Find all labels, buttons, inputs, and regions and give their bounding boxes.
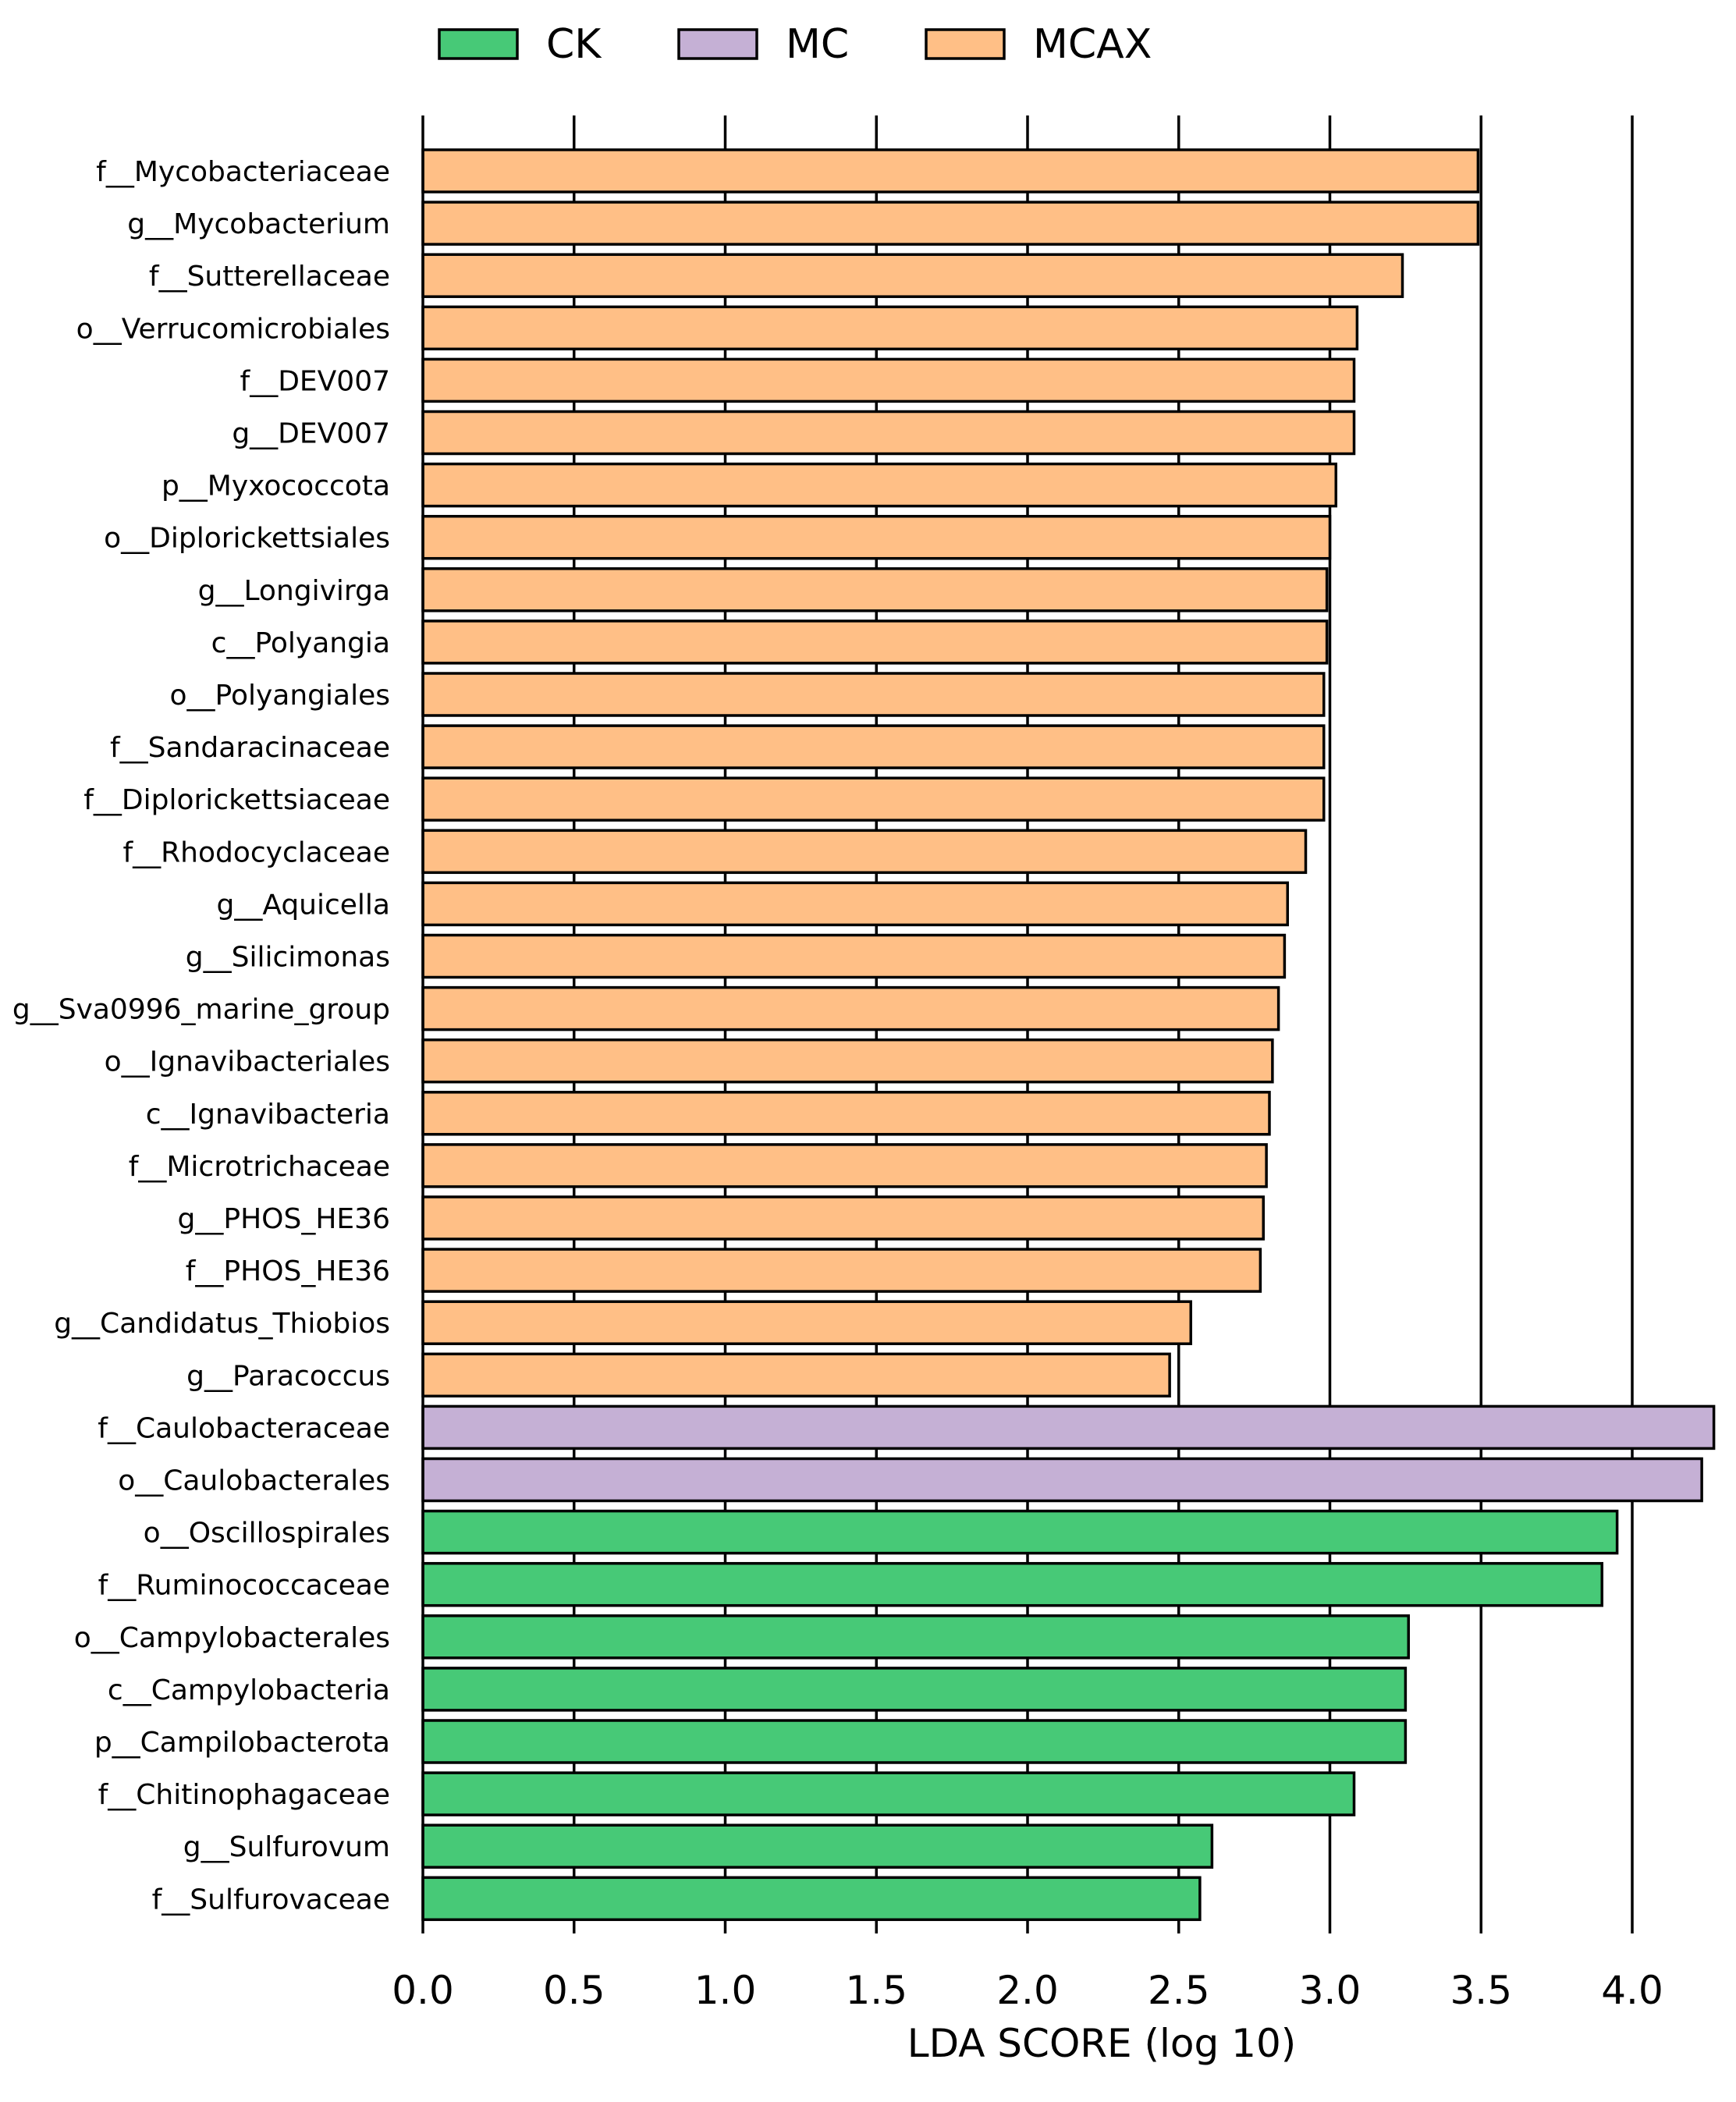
bar-f-microtrichaceae [421,1143,1268,1188]
legend-label-mc: MC [786,21,849,68]
category-label-g-paracoccus: g__Paracoccus [186,1360,390,1392]
category-label-p-campilobacterota: p__Campilobacterota [94,1727,390,1759]
category-label-f-microtrichaceae: f__Microtrichaceae [129,1151,390,1183]
category-label-f-ruminococcaceae: f__Ruminococcaceae [98,1570,390,1602]
bar-c-campylobacteria [421,1667,1408,1712]
category-label-o-verrucomicrobiales: o__Verrucomicrobiales [76,313,390,345]
x-axis-title: LDA SCORE (log 10) [907,2021,1297,2066]
category-label-g-phos-he36: g__PHOS_HE36 [178,1203,390,1235]
bar-f-phos-he36 [421,1248,1262,1293]
category-label-f-sutterellaceae: f__Sutterellaceae [149,261,390,293]
legend-label-mcax: MCAX [1033,21,1152,68]
legend-label-ck: CK [546,21,602,68]
bar-f-caulobacteraceae [421,1404,1716,1450]
bar-g-longivirga [421,567,1329,612]
x-ticks: 0.0 0.5 1.0 1.5 2.0 2.5 3.0 3.5 4.0 [392,1968,1663,2013]
bar-o-ignavibacteriales [421,1038,1274,1084]
x-tick-1-5: 1.5 [845,1968,907,2013]
x-tick-3-5: 3.5 [1450,1968,1512,2013]
category-label-g-mycobacterium: g__Mycobacterium [127,208,390,240]
category-label-g-dev007: g__DEV007 [232,418,390,450]
category-labels: f__Mycobacteriaceae g__Mycobacterium f__Su… [12,156,390,1916]
category-label-o-caulobacterales: o__Caulobacterales [118,1465,390,1497]
category-label-c-polyangia: c__Polyangia [211,627,390,659]
category-label-f-phos-he36: f__PHOS_HE36 [186,1255,390,1287]
category-label-f-rhodocyclaceae: f__Rhodocyclaceae [122,836,390,868]
bar-f-mycobacteriaceae [421,148,1480,194]
category-label-o-ignavibacteriales: o__Ignavibacteriales [105,1046,390,1078]
legend: CK MC MCAX [438,21,1152,68]
bar-g-silicimonas [421,933,1287,979]
bar-g-candidatus-thiobios [421,1300,1192,1345]
bar-o-caulobacterales [421,1457,1703,1503]
bar-f-ruminococcaceae [421,1561,1603,1607]
category-label-g-longivirga: g__Longivirga [198,575,390,607]
bar-g-sva0996-marine-group [421,985,1280,1031]
legend-swatch-ck [438,28,519,60]
bar-g-paracoccus [421,1352,1171,1398]
bar-o-polyangiales [421,672,1326,717]
bar-g-mycobacterium [421,201,1480,246]
category-label-f-sulfurovaceae: f__Sulfurovaceae [152,1884,390,1916]
bars [421,148,1716,1922]
bar-g-dev007 [421,410,1356,456]
bar-f-sulfurovaceae [421,1876,1202,1922]
bar-g-aquicella [421,881,1289,927]
category-label-o-diplorickettsiales: o__Diplorickettsiales [104,523,390,555]
x-tick-2-0: 2.0 [996,1968,1059,2013]
bar-f-chitinophagaceae [421,1771,1356,1816]
category-label-o-oscillospirales: o__Oscillospirales [144,1518,390,1550]
bar-f-diplorickettsiaceae [421,776,1326,822]
category-label-f-diplorickettsiaceae: f__Diplorickettsiaceae [83,784,390,816]
bar-p-myxococcota [421,462,1337,508]
bar-c-polyangia [421,620,1329,665]
bar-f-sutterellaceae [421,253,1404,298]
x-tick-2-5: 2.5 [1148,1968,1210,2013]
category-label-f-chitinophagaceae: f__Chitinophagaceae [98,1779,390,1811]
bar-g-phos-he36 [421,1195,1265,1241]
bar-o-diplorickettsiales [421,514,1332,560]
category-label-o-campylobacterales: o__Campylobacterales [74,1622,390,1654]
category-label-p-myxococcota: p__Myxococcota [162,470,390,502]
category-label-f-sandaracinaceae: f__Sandaracinaceae [110,732,390,764]
bar-f-sandaracinaceae [421,724,1326,769]
bar-p-campilobacterota [421,1719,1408,1764]
bar-c-ignavibacteria [421,1091,1271,1136]
bar-o-oscillospirales [421,1509,1619,1555]
x-tick-1-0: 1.0 [694,1968,757,2013]
category-label-g-aquicella: g__Aquicella [216,889,390,921]
x-tick-0-5: 0.5 [543,1968,605,2013]
bar-g-sulfurovum [421,1823,1214,1869]
category-label-o-polyangiales: o__Polyangiales [170,680,390,712]
legend-swatch-mcax [925,28,1006,60]
x-tick-3-0: 3.0 [1299,1968,1361,2013]
category-label-c-campylobacteria: c__Campylobacteria [108,1674,390,1706]
category-label-f-mycobacteriaceae: f__Mycobacteriaceae [96,156,390,188]
category-label-g-silicimonas: g__Silicimonas [186,942,390,974]
bar-o-verrucomicrobiales [421,305,1359,351]
category-label-g-candidatus-thiobios: g__Candidatus_Thiobios [54,1308,390,1340]
bar-f-dev007 [421,357,1356,403]
category-label-c-ignavibacteria: c__Ignavibacteria [146,1099,390,1131]
bar-f-rhodocyclaceae [421,829,1308,875]
category-label-g-sva0996-marine-group: g__Sva0996_marine_group [12,994,390,1026]
category-label-f-dev007: f__DEV007 [240,365,390,397]
x-tick-0-0: 0.0 [392,1968,454,2013]
legend-swatch-mc [677,28,758,60]
bar-o-campylobacterales [421,1614,1410,1660]
x-tick-4-0: 4.0 [1601,1968,1663,2013]
category-label-f-caulobacteraceae: f__Caulobacteraceae [98,1412,390,1444]
category-label-g-sulfurovum: g__Sulfurovum [183,1831,390,1863]
